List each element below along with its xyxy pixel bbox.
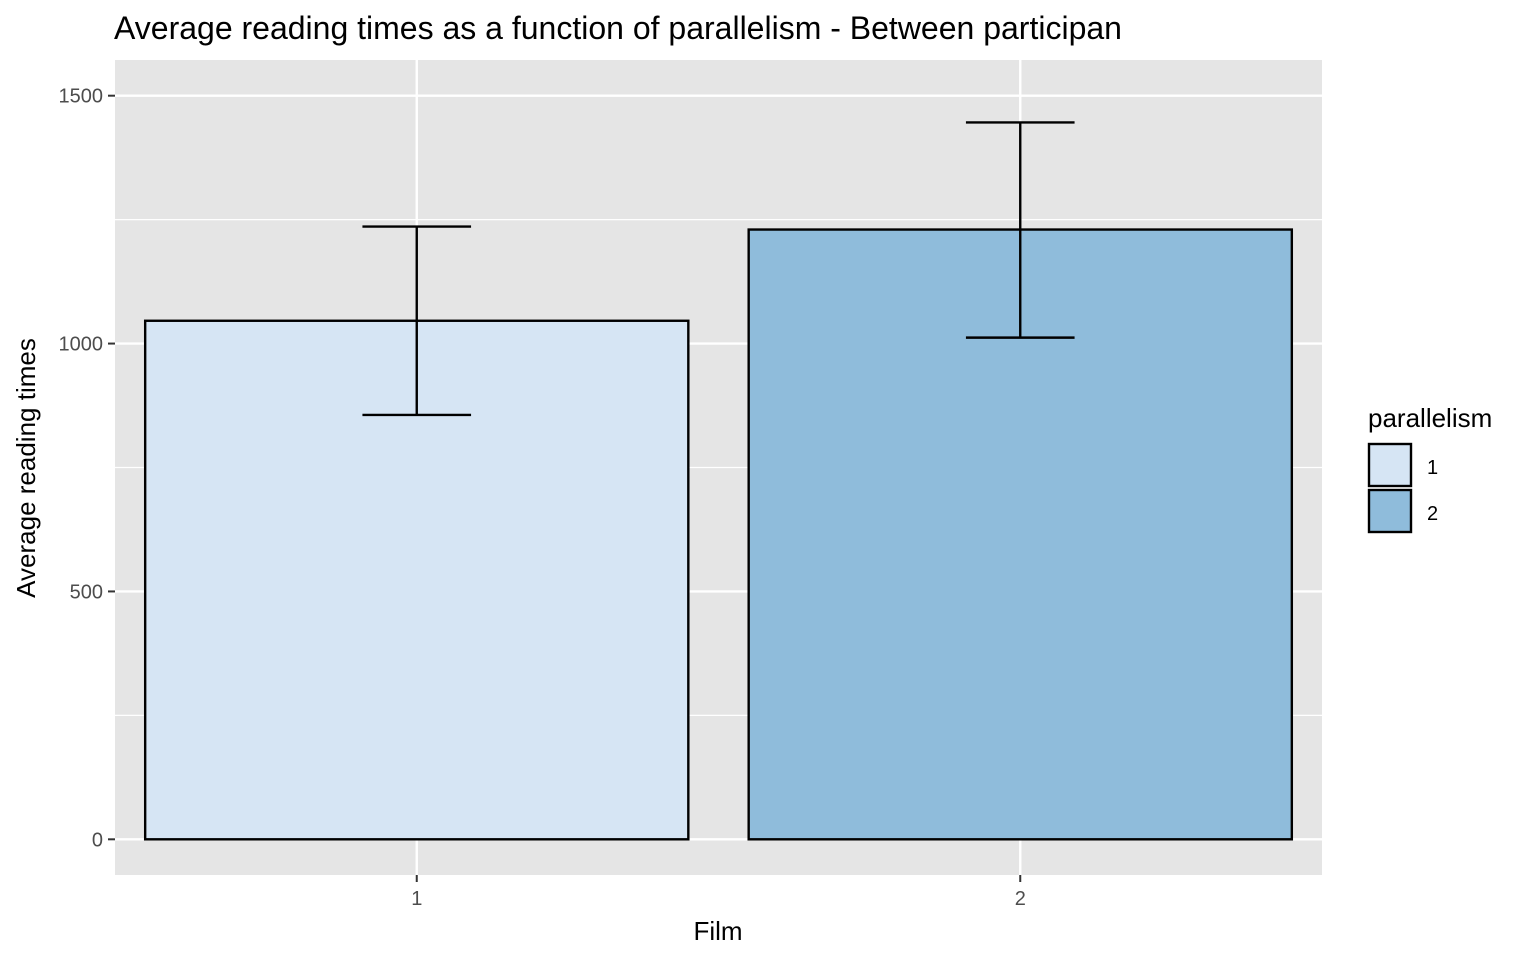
y-axis: 0 500 1000 1500 (59, 86, 115, 851)
legend-key-2 (1367, 488, 1413, 534)
legend-label-1: 1 (1427, 457, 1438, 479)
legend-key-1 (1367, 442, 1413, 488)
y-tick-label: 0 (92, 829, 103, 851)
legend-label-2: 2 (1427, 503, 1438, 525)
y-tick-label: 500 (70, 581, 103, 603)
error-bars (362, 121, 1075, 417)
x-axis-title: Film (693, 916, 742, 946)
y-tick-label: 1500 (59, 86, 104, 108)
legend: parallelism 1 2 (1367, 403, 1492, 534)
y-tick-label: 1000 (59, 334, 104, 356)
chart-title: Average reading times as a function of p… (114, 10, 1122, 46)
x-tick-label: 1 (411, 888, 422, 910)
x-tick-label: 2 (1015, 888, 1026, 910)
legend-title: parallelism (1368, 403, 1492, 433)
y-axis-title: Average reading times (11, 338, 41, 598)
